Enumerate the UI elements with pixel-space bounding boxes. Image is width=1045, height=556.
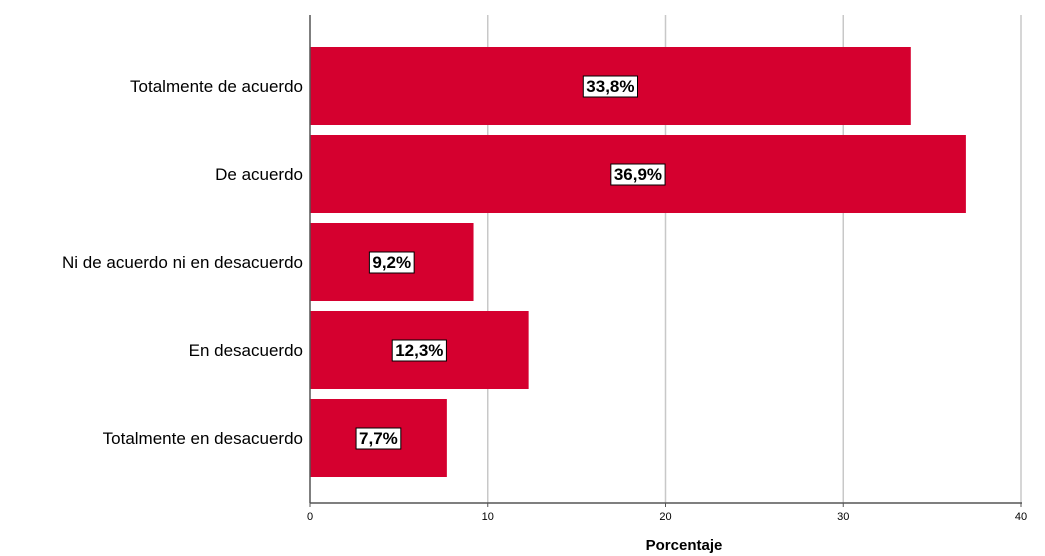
- data-label-box: [391, 339, 447, 362]
- x-tick-label-30: 30: [837, 511, 849, 523]
- data-label-3: 9,2%: [368, 251, 415, 274]
- data-label-text: 36,9%: [614, 165, 662, 184]
- x-tick-label-10: 10: [482, 511, 494, 523]
- data-label-5: 7,7%: [355, 427, 402, 450]
- x-tick-label-40: 40: [1015, 511, 1027, 523]
- category-label-2: De acuerdo: [215, 165, 303, 184]
- data-label-box: [582, 75, 638, 98]
- data-label-text: 7,7%: [359, 429, 398, 448]
- data-label-box: [368, 251, 415, 274]
- data-label-text: 12,3%: [395, 341, 443, 360]
- x-tick-label-20: 20: [659, 511, 671, 523]
- data-label-box: [610, 163, 666, 186]
- category-label-3: Ni de acuerdo ni en desacuerdo: [62, 253, 303, 272]
- x-tick-label-0: 0: [307, 511, 313, 523]
- data-label-4: 12,3%: [391, 339, 447, 362]
- category-label-5: Totalmente en desacuerdo: [103, 429, 303, 448]
- data-label-text: 33,8%: [586, 77, 634, 96]
- x-axis-title: Porcentaje: [646, 537, 723, 554]
- axes: 0 10 20 30 40: [307, 15, 1027, 523]
- data-label-1: 33,8%: [582, 75, 638, 98]
- data-label-box: [355, 427, 402, 450]
- category-label-4: En desacuerdo: [189, 341, 303, 360]
- data-label-2: 36,9%: [610, 163, 666, 186]
- labels: Totalmente de acuerdo De acuerdo Ni de acu…: [62, 75, 666, 450]
- data-label-text: 9,2%: [372, 253, 411, 272]
- category-label-1: Totalmente de acuerdo: [130, 77, 303, 96]
